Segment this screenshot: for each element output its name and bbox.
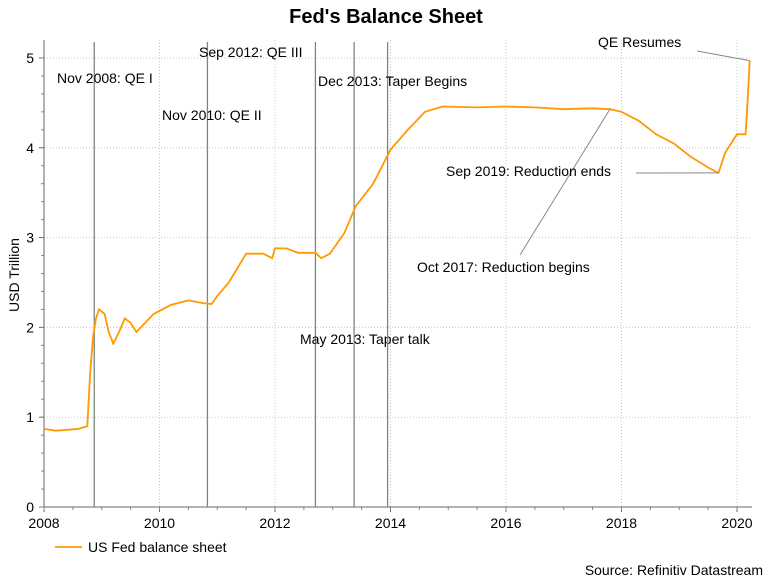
event-label: Nov 2008: QE I	[57, 70, 153, 86]
event-label: Dec 2013: Taper Begins	[318, 73, 467, 89]
annotation-leader	[696, 50, 750, 62]
y-axis-label: USD Trillion	[6, 238, 22, 312]
y-tick-label: 5	[26, 50, 34, 66]
y-tick-label: 2	[26, 319, 34, 335]
event-label: May 2013: Taper talk	[300, 331, 431, 347]
annotation-label: QE Resumes	[598, 34, 681, 50]
x-tick-label: 2016	[490, 515, 521, 531]
series-line-us-fed	[43, 60, 751, 432]
chart-title: Fed's Balance Sheet	[289, 6, 483, 28]
x-tick-label: 2008	[28, 515, 59, 531]
y-tick-label: 0	[26, 499, 34, 515]
x-tick-label: 2020	[721, 515, 752, 531]
annotation-leader	[519, 108, 611, 256]
event-label: Sep 2012: QE III	[199, 44, 303, 60]
source-note: Source: Refinitiv Datastream	[585, 562, 763, 578]
legend-label: US Fed balance sheet	[88, 539, 227, 555]
x-tick-label: 2018	[606, 515, 637, 531]
annotation-label: Oct 2017: Reduction begins	[417, 259, 590, 275]
y-tick-label: 3	[26, 230, 34, 246]
annotation-label: Sep 2019: Reduction ends	[446, 163, 611, 179]
event-label: Nov 2010: QE II	[162, 107, 262, 123]
x-tick-label: 2010	[144, 515, 175, 531]
x-tick-label: 2012	[259, 515, 290, 531]
y-tick-label: 1	[26, 409, 34, 425]
y-tick-label: 4	[26, 140, 34, 156]
x-tick-label: 2014	[375, 515, 406, 531]
